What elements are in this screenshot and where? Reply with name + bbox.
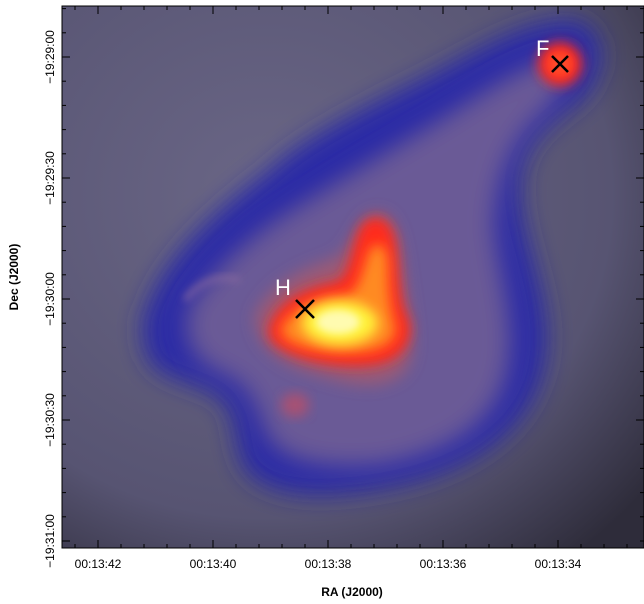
- minor-ticks: [62, 6, 644, 548]
- intensity-map: [62, 6, 644, 548]
- y-axis-label: Dec (J2000): [7, 244, 21, 311]
- cross-icon: [551, 55, 569, 73]
- y-tick-label: −19:31:00: [43, 514, 57, 568]
- x-tick-label: 00:13:42: [75, 557, 122, 571]
- source-marker-f: F: [536, 36, 569, 73]
- arc-feature: [182, 275, 241, 302]
- source-label-f: F: [536, 36, 549, 61]
- source-label-h: H: [275, 275, 291, 300]
- x-tick-label: 00:13:36: [420, 557, 467, 571]
- cross-icon: [295, 299, 315, 319]
- x-axis-label: RA (J2000): [321, 585, 383, 599]
- y-tick-label: −19:29:00: [43, 30, 57, 84]
- y-tick-label: −19:30:00: [43, 272, 57, 326]
- y-tick-label: −19:29:30: [43, 151, 57, 205]
- y-tick-label: −19:30:30: [43, 393, 57, 447]
- x-tick-label: 00:13:38: [305, 557, 352, 571]
- x-tick-label: 00:13:40: [190, 557, 237, 571]
- y-tick-labels: −19:29:00 −19:29:30 −19:30:00 −19:30:30 …: [43, 30, 57, 568]
- source-marker-h: H: [275, 275, 315, 319]
- plot-frame: [61, 5, 644, 549]
- x-tick-label: 00:13:34: [535, 557, 582, 571]
- southern-clump: [281, 393, 309, 417]
- x-tick-labels: 00:13:42 00:13:40 00:13:38 00:13:36 00:1…: [75, 557, 582, 571]
- bright-core-center: [316, 310, 360, 334]
